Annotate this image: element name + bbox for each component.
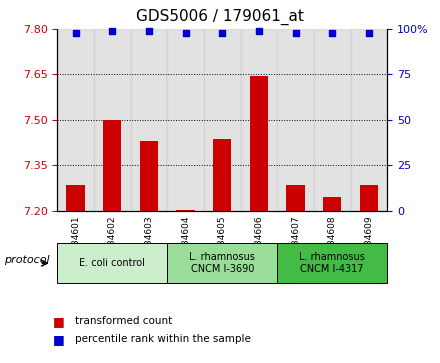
Text: ■: ■ [53, 315, 65, 328]
Point [255, 28, 262, 34]
Point [292, 30, 299, 36]
Bar [250, 76, 268, 211]
Text: transformed count: transformed count [75, 316, 172, 326]
Bar [176, 210, 195, 211]
Bar [241, 29, 277, 211]
Bar [57, 29, 94, 211]
Point [329, 30, 336, 36]
Bar [140, 141, 158, 211]
Bar [351, 29, 387, 211]
Point [109, 28, 116, 34]
Point [145, 28, 152, 34]
Point [72, 30, 79, 36]
Text: protocol: protocol [4, 254, 50, 265]
Bar [213, 139, 231, 211]
Bar [131, 29, 167, 211]
Text: L. rhamnosus
CNCM I-3690: L. rhamnosus CNCM I-3690 [189, 252, 255, 274]
Point [182, 30, 189, 36]
Bar [66, 185, 85, 211]
Text: L. rhamnosus
CNCM I-4317: L. rhamnosus CNCM I-4317 [299, 252, 365, 274]
Bar [167, 29, 204, 211]
Bar [103, 120, 121, 211]
Bar [360, 185, 378, 211]
Text: GDS5006 / 179061_at: GDS5006 / 179061_at [136, 9, 304, 25]
Bar [277, 29, 314, 211]
Bar [314, 29, 351, 211]
Bar [94, 29, 131, 211]
Text: ■: ■ [53, 333, 65, 346]
Point [365, 30, 372, 36]
Text: percentile rank within the sample: percentile rank within the sample [75, 334, 251, 344]
Bar [204, 29, 241, 211]
Point [219, 30, 226, 36]
Bar [323, 197, 341, 211]
Bar [286, 185, 305, 211]
Text: E. coli control: E. coli control [79, 258, 145, 268]
